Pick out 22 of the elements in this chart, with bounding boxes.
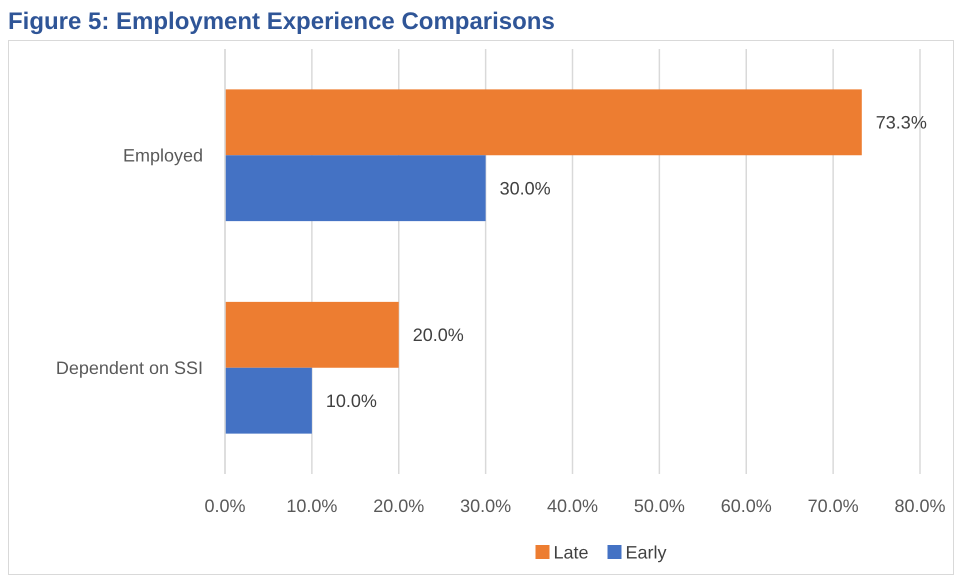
x-tick-label: 40.0% <box>546 496 598 516</box>
x-tick-label: 60.0% <box>720 496 772 516</box>
x-tick-label: 20.0% <box>373 496 424 516</box>
legend-label: Early <box>626 542 667 562</box>
legend-label: Late <box>554 542 589 562</box>
x-tick-label: 50.0% <box>634 496 685 516</box>
x-tick-label: 70.0% <box>808 496 859 516</box>
y-tick-label: Employed <box>122 146 203 166</box>
bar <box>225 89 862 156</box>
data-label: 30.0% <box>500 178 551 198</box>
x-tick-label: 0.0% <box>204 496 246 516</box>
x-tick-label: 80.0% <box>894 496 946 516</box>
x-tick-label: 10.0% <box>286 496 338 516</box>
x-tick-label: 30.0% <box>460 496 512 516</box>
data-label: 10.0% <box>326 390 377 411</box>
data-label: 73.3% <box>876 112 927 133</box>
data-label: 20.0% <box>412 325 464 346</box>
bar <box>225 368 312 434</box>
y-tick-label: Dependent on SSI <box>56 358 203 378</box>
chart-title: Figure 5: Employment Experience Comparisons <box>8 8 556 36</box>
bar <box>225 302 399 368</box>
bar <box>225 155 486 222</box>
